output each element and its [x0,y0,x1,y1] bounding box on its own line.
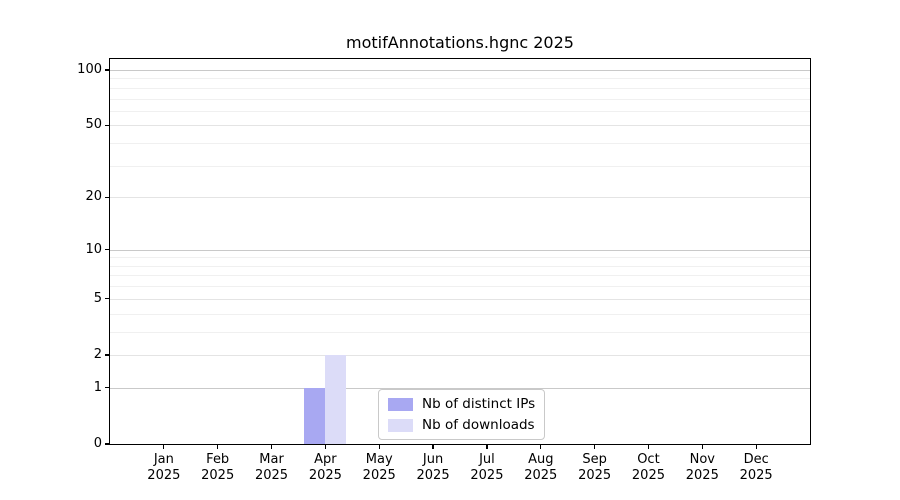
x-tick-mark [755,445,757,449]
y-tick-label: 10 [85,241,102,257]
x-tick-mark [540,445,542,449]
x-tick-label: May 2025 [362,452,396,483]
legend-label-distinct-ips: Nb of distinct IPs [422,396,536,412]
legend-swatch-distinct-ips-icon [388,397,413,411]
y-tick-mark [105,443,109,445]
x-tick-label: Feb 2025 [201,452,235,483]
bar-downloads [325,354,347,444]
gridline-minor [110,87,810,89]
legend: Nb of distinct IPs Nb of downloads [378,389,546,440]
bar-distinct-ips [304,387,326,444]
x-tick-label: Aug 2025 [524,452,558,483]
y-tick-mark [105,249,109,251]
y-tick-label: 50 [85,117,102,133]
gridline-minor [110,165,810,167]
x-tick-mark [270,445,273,449]
x-tick-mark [432,445,434,449]
y-tick-label: 20 [85,189,102,205]
x-tick-mark [701,445,703,449]
chart-title: motifAnnotations.hgnc 2025 [346,33,574,52]
y-tick-label: 0 [93,436,102,451]
x-tick-label: Mar 2025 [254,452,289,483]
x-tick-label: Dec 2025 [739,452,773,483]
gridline-minor [110,275,810,277]
y-tick-label: 100 [77,62,102,77]
gridline-major [110,125,810,127]
x-tick-mark [378,445,380,449]
gridline-minor [110,98,810,100]
x-tick-label: Oct 2025 [631,452,665,483]
gridline-minor [110,265,810,267]
y-tick-label: 5 [93,290,102,306]
y-tick-label: 2 [93,346,102,362]
gridline-major [110,249,810,251]
gridline-minor [110,110,810,112]
legend-swatch-downloads-icon [388,418,413,432]
legend-entry-downloads: Nb of downloads [388,417,535,433]
x-tick-label: Jun 2025 [416,452,450,483]
legend-label-downloads: Nb of downloads [422,417,535,433]
plot-area: 0 1 2 5 10 20 50 100 Jan 2025 Feb 2025 Mar 2025 Apr 202… [77,58,811,483]
x-tick-mark [163,445,165,449]
gridline-major [110,70,810,71]
gridline-major [110,387,810,389]
legend-entry-distinct-ips: Nb of distinct IPs [388,396,535,412]
x-tick-mark [647,445,650,449]
x-tick-label: Sep 2025 [578,452,612,483]
x-tick-mark [486,445,488,449]
y-tick-label: 1 [93,379,102,395]
gridline-major [110,197,810,199]
x-tick-mark [217,445,219,449]
gridline-minor [110,143,810,145]
y-tick-mark [105,196,109,198]
gridline-minor [110,331,810,333]
x-tick-label: Jul 2025 [470,452,504,483]
y-tick-mark [105,298,109,300]
x-tick-label: Jan 2025 [147,452,181,483]
x-tick-label: Apr 2025 [308,452,342,483]
y-tick-mark [105,354,109,356]
gridline-major [110,354,810,356]
gridline-major [110,298,810,300]
gridline-minor [110,313,810,315]
gridline-minor [110,257,810,259]
x-tick-mark [324,445,326,449]
gridline-minor [110,286,810,288]
x-tick-mark [594,445,596,449]
y-tick-mark [105,124,109,126]
y-tick-mark [105,387,109,389]
y-tick-mark [105,69,109,71]
gridline-minor [110,78,810,80]
x-tick-label: Nov 2025 [685,452,719,483]
